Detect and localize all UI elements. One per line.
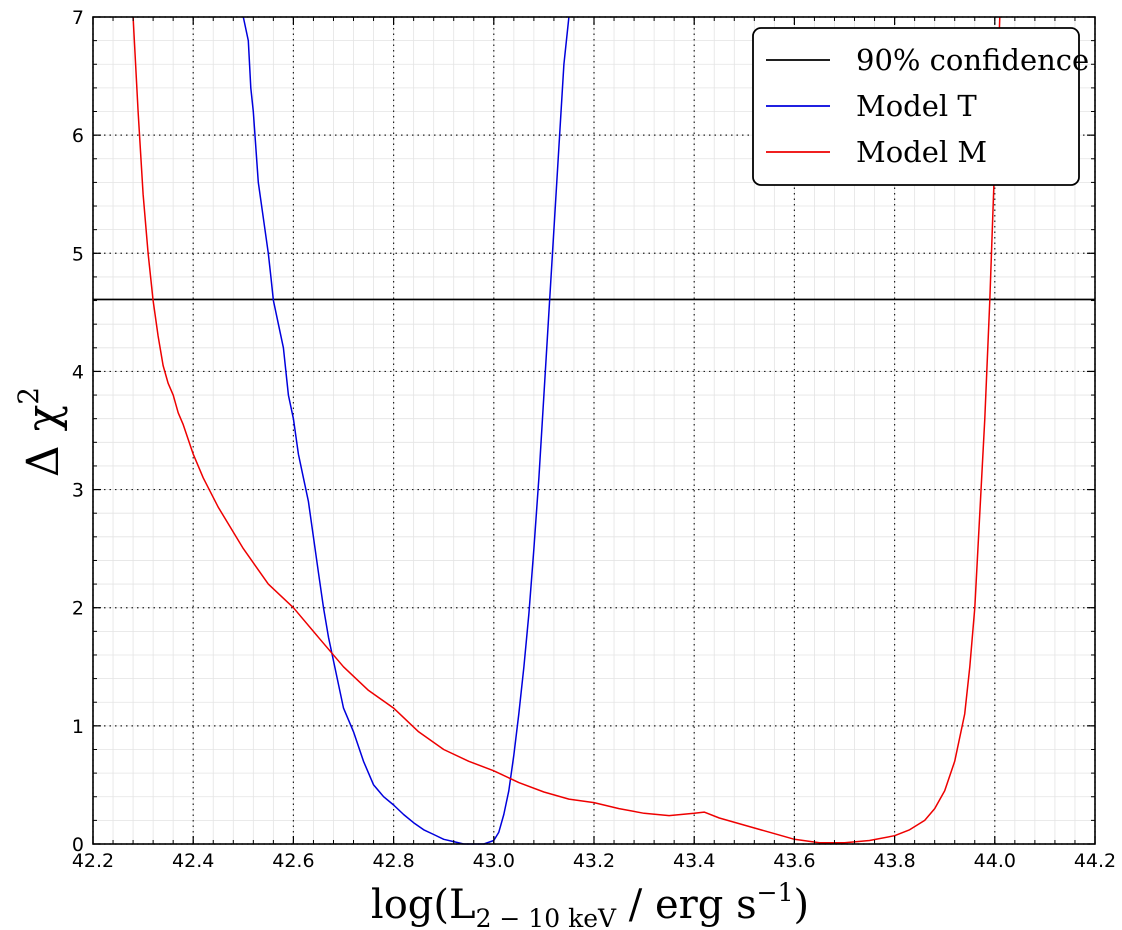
x-tick-labels: 42.2 42.4 42.6 42.8 43.0 43.2 43.4 43.6 43.8 44.0…	[72, 850, 1116, 872]
y-axis-title-sup: 2	[12, 387, 45, 405]
legend-box	[752, 27, 1080, 186]
y-tick-label: 2	[72, 598, 84, 620]
y-tick-label: 0	[72, 834, 84, 856]
y-axis-title-base: Δ χ	[18, 405, 69, 477]
legend-label-90-confidence: 90% confidence	[856, 43, 1089, 77]
y-tick-label: 4	[72, 361, 84, 383]
legend: 90% confidence Model T Model M	[752, 27, 1089, 186]
x-tick-label: 43.6	[773, 850, 815, 872]
y-tick-label: 1	[72, 716, 84, 738]
x-axis-title-sup: −1	[757, 878, 794, 907]
series-layer	[93, 16, 1095, 845]
x-tick-label: 43.0	[473, 850, 515, 872]
y-tick-label: 3	[72, 480, 84, 502]
y-axis-title: Δ χ2	[12, 387, 69, 477]
x-axis-title-sub: 2 − 10 keV	[476, 904, 617, 930]
x-tick-label: 44.2	[1074, 850, 1116, 872]
ticks-layer	[92, 16, 1096, 845]
x-tick-label: 42.6	[272, 850, 314, 872]
y-tick-labels: 0 1 2 3 4 5 6 7	[72, 7, 84, 856]
x-axis-title: log(L2 − 10 keV / erg s−1)	[371, 878, 809, 930]
y-tick-label: 6	[72, 125, 84, 147]
series-line-model-t	[242, 16, 570, 845]
x-axis-title-pre: log(L	[371, 882, 476, 928]
x-tick-label: 42.8	[372, 850, 414, 872]
x-axis-title-mid: / erg s	[616, 882, 757, 928]
series-line-model-m	[132, 16, 1001, 844]
x-tick-label: 43.4	[673, 850, 715, 872]
y-tick-label: 5	[72, 243, 84, 265]
legend-label-model-m: Model M	[856, 135, 987, 169]
x-tick-label: 43.2	[573, 850, 615, 872]
x-tick-label: 44.0	[974, 850, 1016, 872]
y-tick-label: 7	[72, 7, 84, 29]
x-tick-label: 42.2	[72, 850, 114, 872]
x-tick-label: 42.4	[172, 850, 214, 872]
x-tick-label: 43.8	[873, 850, 915, 872]
legend-label-model-t: Model T	[856, 89, 977, 123]
x-axis-title-post: )	[793, 882, 809, 928]
